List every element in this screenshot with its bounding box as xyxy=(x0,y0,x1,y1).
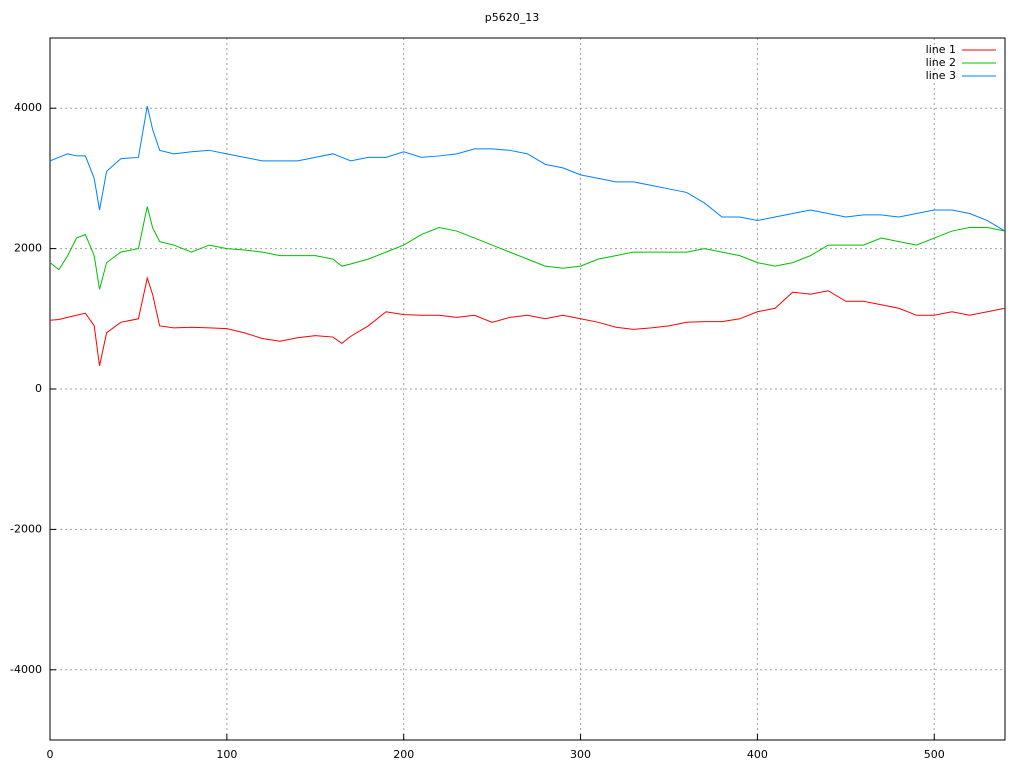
line-series xyxy=(49,105,1006,232)
y-tick-label: 0 xyxy=(35,382,42,395)
y-tick-label: 2000 xyxy=(14,242,42,255)
x-tick-label: 100 xyxy=(216,748,237,761)
line-series xyxy=(49,276,1006,366)
x-tick-label: 0 xyxy=(47,748,54,761)
y-tick-label: 4000 xyxy=(14,101,42,114)
x-tick-label: 400 xyxy=(747,748,768,761)
y-tick-label: -2000 xyxy=(10,522,42,535)
legend-label: line 2 xyxy=(926,56,956,69)
x-tick-label: 500 xyxy=(924,748,945,761)
x-tick-label: 200 xyxy=(393,748,414,761)
y-tick-label: -4000 xyxy=(10,663,42,676)
legend-label: line 1 xyxy=(926,43,956,56)
line-series xyxy=(49,206,1006,290)
x-tick-label: 300 xyxy=(570,748,591,761)
plot-frame xyxy=(49,37,1006,741)
chart-title: p5620_13 xyxy=(485,11,539,24)
legend-label: line 3 xyxy=(926,69,956,82)
